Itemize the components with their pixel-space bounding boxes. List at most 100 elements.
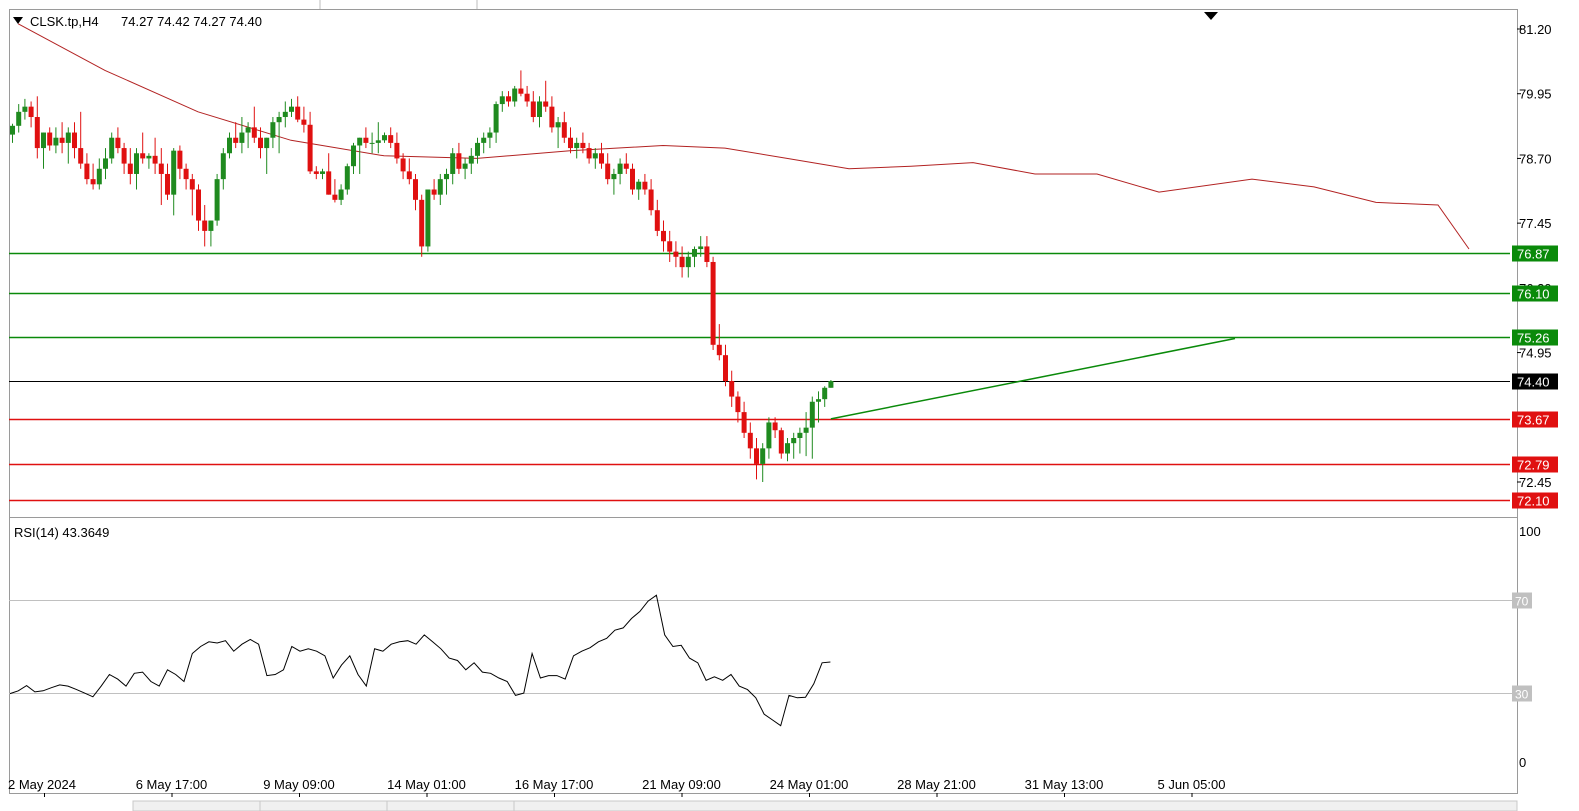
candle[interactable] xyxy=(617,158,623,185)
candle[interactable] xyxy=(692,246,697,268)
candle[interactable] xyxy=(413,173,418,211)
candle[interactable] xyxy=(382,132,387,143)
candle[interactable] xyxy=(468,148,474,174)
collapse-triangle-icon[interactable] xyxy=(13,17,23,24)
candle[interactable] xyxy=(747,422,753,459)
candle[interactable] xyxy=(667,230,673,262)
candle[interactable] xyxy=(642,173,648,195)
candle[interactable] xyxy=(493,101,499,143)
candle[interactable] xyxy=(28,101,34,128)
candle[interactable] xyxy=(65,127,71,164)
candle[interactable] xyxy=(220,148,226,190)
candle[interactable] xyxy=(332,179,338,203)
candle[interactable] xyxy=(785,437,790,462)
candle[interactable] xyxy=(723,344,728,387)
candle[interactable] xyxy=(233,122,239,149)
candle[interactable] xyxy=(47,127,53,151)
candle[interactable] xyxy=(568,127,573,154)
candle[interactable] xyxy=(245,122,251,149)
candle[interactable] xyxy=(264,137,270,174)
candle[interactable] xyxy=(357,137,363,174)
candle[interactable] xyxy=(518,70,524,97)
candle[interactable] xyxy=(251,106,257,143)
candle[interactable] xyxy=(549,96,555,133)
candle[interactable] xyxy=(16,104,22,133)
candle[interactable] xyxy=(803,412,809,457)
candle[interactable] xyxy=(729,370,735,407)
candle[interactable] xyxy=(661,220,666,252)
candle[interactable] xyxy=(704,236,710,268)
candle[interactable] xyxy=(177,145,183,180)
candle[interactable] xyxy=(115,127,121,154)
candle[interactable] xyxy=(202,205,208,247)
candle[interactable] xyxy=(685,251,691,278)
candle[interactable] xyxy=(735,391,741,423)
candle[interactable] xyxy=(72,122,77,159)
candle[interactable] xyxy=(53,127,59,154)
candle[interactable] xyxy=(171,148,177,216)
candle[interactable] xyxy=(121,142,127,174)
candle[interactable] xyxy=(344,163,350,195)
candle[interactable] xyxy=(822,386,828,407)
shift-marker-icon[interactable] xyxy=(1204,12,1218,20)
candle[interactable] xyxy=(338,184,344,206)
candle[interactable] xyxy=(716,324,722,361)
candle[interactable] xyxy=(313,166,319,180)
candle[interactable] xyxy=(512,85,518,107)
candle[interactable] xyxy=(828,380,834,388)
candle[interactable] xyxy=(636,179,642,200)
candle[interactable] xyxy=(301,106,307,133)
candle[interactable] xyxy=(208,220,214,247)
candle[interactable] xyxy=(388,127,394,149)
candle[interactable] xyxy=(766,417,772,459)
candle[interactable] xyxy=(760,443,766,482)
candle[interactable] xyxy=(561,111,567,143)
candle[interactable] xyxy=(499,91,505,112)
candle[interactable] xyxy=(592,148,598,169)
candle[interactable] xyxy=(282,101,288,128)
candle[interactable] xyxy=(96,158,102,190)
candle[interactable] xyxy=(78,111,84,169)
candle[interactable] xyxy=(450,148,456,185)
candle[interactable] xyxy=(320,168,325,180)
candle[interactable] xyxy=(109,132,115,164)
candle[interactable] xyxy=(369,132,375,154)
candle[interactable] xyxy=(797,427,803,454)
candle[interactable] xyxy=(555,117,561,149)
candle[interactable] xyxy=(754,437,759,480)
candle[interactable] xyxy=(816,391,821,423)
candle[interactable] xyxy=(295,96,301,123)
candle[interactable] xyxy=(605,153,611,185)
candle[interactable] xyxy=(809,396,815,459)
candle[interactable] xyxy=(214,173,220,226)
candle[interactable] xyxy=(437,173,443,206)
candle[interactable] xyxy=(189,173,195,216)
candle[interactable] xyxy=(84,153,90,185)
candle[interactable] xyxy=(772,417,778,438)
candle[interactable] xyxy=(599,142,604,169)
candle[interactable] xyxy=(326,153,332,195)
candle[interactable] xyxy=(543,80,549,112)
candle[interactable] xyxy=(140,132,146,164)
candle[interactable] xyxy=(630,163,635,195)
candle[interactable] xyxy=(574,137,580,159)
candle[interactable] xyxy=(524,85,530,107)
candle[interactable] xyxy=(530,91,536,123)
candle[interactable] xyxy=(506,91,511,107)
candle[interactable] xyxy=(394,132,400,164)
candle[interactable] xyxy=(580,132,586,154)
candle[interactable] xyxy=(270,117,276,149)
candle[interactable] xyxy=(183,163,189,190)
candle[interactable] xyxy=(90,163,96,190)
candle[interactable] xyxy=(791,432,797,459)
candle[interactable] xyxy=(127,148,133,185)
candle[interactable] xyxy=(59,122,65,154)
candle[interactable] xyxy=(239,117,245,154)
candle[interactable] xyxy=(487,127,493,149)
candle[interactable] xyxy=(648,179,654,216)
candle[interactable] xyxy=(431,179,437,200)
candle[interactable] xyxy=(227,132,232,159)
candle[interactable] xyxy=(654,199,660,237)
candle[interactable] xyxy=(444,168,449,195)
candle[interactable] xyxy=(425,189,431,252)
